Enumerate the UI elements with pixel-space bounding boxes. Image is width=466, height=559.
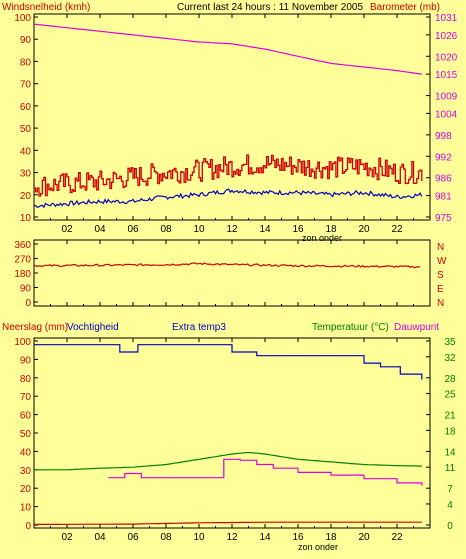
wind-y-label-100: 100 [14,13,31,24]
temp-y-label-35: 35 [444,337,456,348]
dir-y-label-360: 360 [14,240,31,251]
hum-y-label-0: 0 [25,521,31,532]
temp-y-label-32: 32 [444,353,456,364]
hum-y-label-10: 10 [20,503,32,514]
wind-x-label-02: 02 [61,224,73,235]
dir-compass-label-E-3: E [437,284,444,295]
dir-y-label-180: 180 [14,269,31,280]
wind-x-label-20: 20 [358,224,370,235]
hum-y-label-100: 100 [14,337,31,348]
panel-direction-frame [33,239,431,307]
wind-x-label-14: 14 [259,224,271,235]
rain-series-green [34,451,422,471]
baro-y-label-992: 992 [435,152,452,163]
wind-x-label-22: 22 [391,224,403,235]
wind-x-label-18: 18 [325,224,337,235]
hum-y-label-90: 90 [20,355,32,366]
wind-y-label-30: 30 [20,169,32,180]
hum-y-label-20: 20 [20,484,32,495]
dir-compass-label-W-1: W [437,256,447,267]
wind-y-label-70: 70 [20,80,32,91]
wind-y-label-40: 40 [20,146,32,157]
rain-x-label-10: 10 [193,532,205,543]
rain-x-label-16: 16 [292,532,304,543]
extra-temp-title: Extra temp3 [172,322,226,333]
temp-y-label-11: 11 [445,463,456,474]
dewpoint-axis-title: Dauwpunt [394,322,439,333]
baro-y-label-1026: 1026 [435,31,458,42]
rain-x-label-12: 12 [226,532,238,543]
wind-series-magenta [33,23,422,75]
baro-y-label-1004: 1004 [435,109,458,120]
dir-compass-label-S-2: S [437,270,444,281]
baro-y-label-1020: 1020 [435,52,458,63]
temperature-axis-title: Temperatuur (°C) [312,322,389,333]
temp-y-label-21: 21 [444,411,456,422]
temp-y-label-7: 7 [447,484,453,495]
wind-series-red [34,154,423,197]
temp-y-label-0: 0 [447,521,453,532]
humidity-axis-title: Vochtigheid [67,322,119,333]
hum-y-label-70: 70 [20,392,32,403]
wind-x-label-10: 10 [193,224,205,235]
dir-y-label-270: 270 [14,255,31,266]
panel-rain-frame [33,337,431,529]
sunset-label-top: zon onder [302,233,342,243]
panel-wind-frame [33,13,431,221]
wind-y-label-60: 60 [20,102,32,113]
rain-axis-title: Neerslag (mm) [2,322,68,333]
wind-x-label-04: 04 [94,224,106,235]
rain-x-label-14: 14 [259,532,271,543]
baro-y-label-981: 981 [435,192,452,203]
dir-series [33,262,421,269]
dir-y-label-0: 0 [25,298,31,309]
baro-y-label-1015: 1015 [435,70,458,81]
hum-y-label-60: 60 [20,411,32,422]
hum-y-label-50: 50 [20,429,32,440]
wind-y-label-10: 10 [20,213,32,224]
hum-y-label-30: 30 [20,466,32,477]
rain-series-blue [34,344,423,380]
temp-y-label-28: 28 [444,374,456,385]
baro-y-label-975: 975 [435,213,452,224]
wind-x-label-06: 06 [127,224,139,235]
wind-x-label-12: 12 [226,224,238,235]
chart-title: Current last 24 hours : 11 November 2005 [177,2,363,13]
hum-y-label-80: 80 [20,374,32,385]
baro-y-label-1031: 1031 [435,13,458,24]
rain-x-label-04: 04 [94,532,106,543]
wind-series-blue [33,188,423,209]
dir-compass-label-N-4: N [437,298,444,309]
baro-y-label-998: 998 [435,131,452,142]
wind-axis-title: Windsnelheid (kmh) [2,2,90,13]
rain-x-label-20: 20 [358,532,370,543]
rain-x-label-18: 18 [325,532,337,543]
dir-y-label-90: 90 [20,284,32,295]
wind-y-label-90: 90 [20,35,32,46]
wind-x-label-08: 08 [160,224,172,235]
wind-x-label-16: 16 [292,224,304,235]
rain-series-red [34,521,422,526]
baro-y-label-1009: 1009 [435,92,458,103]
rain-series-magenta [108,458,423,486]
sunset-label-bottom: zon onder [298,542,338,552]
temp-y-label-18: 18 [444,426,456,437]
dir-compass-label-N-0: N [437,242,444,253]
baro-y-label-986: 986 [435,174,452,185]
temp-y-label-14: 14 [444,447,456,458]
wind-y-label-20: 20 [20,191,32,202]
barometer-axis-title: Barometer (mb) [370,2,440,13]
rain-x-label-08: 08 [160,532,172,543]
temp-y-label-25: 25 [444,390,456,401]
hum-y-label-40: 40 [20,447,32,458]
rain-x-label-02: 02 [61,532,73,543]
wind-y-label-50: 50 [20,124,32,135]
rain-x-label-22: 22 [391,532,403,543]
rain-x-label-06: 06 [127,532,139,543]
temp-y-label-4: 4 [447,500,453,511]
wind-y-label-80: 80 [20,57,32,68]
